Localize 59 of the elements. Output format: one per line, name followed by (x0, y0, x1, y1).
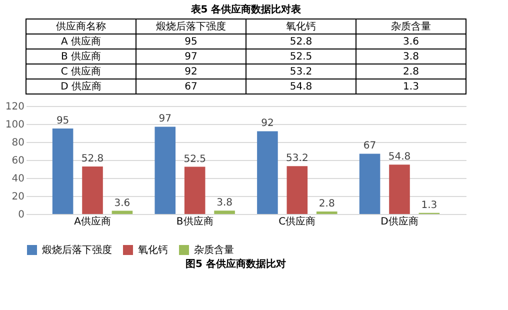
text: A 供应商 (60, 36, 102, 48)
y-tick-label: 100 (5, 120, 24, 130)
caption: 图5 各供应商数据比对 (185, 258, 286, 270)
x-tick-label: B供应商 (176, 216, 214, 228)
data-label: 3.8 (216, 198, 232, 209)
data-label: 52.8 (81, 153, 104, 164)
bar (154, 126, 176, 214)
y-tick-label: 0 (18, 210, 24, 220)
text: 95 (184, 36, 198, 48)
bar (286, 166, 308, 214)
bar (316, 211, 338, 214)
data-label: 97 (158, 114, 172, 125)
data-label: 3.6 (114, 198, 130, 209)
category-label: 供应商名称 (56, 20, 106, 32)
text: 1.3 (403, 82, 419, 92)
text: 97 (184, 52, 198, 62)
text: 52.5 (290, 52, 312, 62)
data-label: 53.2 (286, 153, 308, 164)
data-label: 54.8 (388, 152, 411, 163)
category-label: 杂质含量 (391, 20, 431, 32)
legend-label: 煅烧后落下强度 (42, 244, 112, 256)
data-label: 2.8 (318, 198, 335, 210)
text: 92 (184, 66, 198, 78)
y-tick-label: 60 (12, 156, 24, 166)
bar (184, 166, 206, 214)
text: 3.8 (403, 52, 419, 62)
y-tick-label: 80 (12, 138, 24, 148)
bar (82, 166, 103, 214)
y-tick-label: 20 (12, 192, 24, 202)
text: 53.2 (290, 66, 312, 78)
text: D 供应商 (60, 80, 102, 92)
data-label: 95 (56, 116, 70, 126)
bar (112, 210, 133, 214)
data-label: 1.3 (421, 200, 438, 211)
category-label: 氧化钙 (286, 20, 316, 32)
bar (359, 154, 380, 214)
text: 3.6 (403, 36, 419, 48)
legend-label: 杂质含量 (194, 244, 234, 256)
y-tick-label: 40 (12, 174, 24, 184)
text: B 供应商 (60, 50, 102, 62)
x-tick-label: D供应商 (380, 216, 418, 228)
category-label: 煅烧后落下强度 (156, 20, 226, 32)
y-tick-label: 120 (5, 102, 24, 112)
text: 52.8 (290, 36, 312, 48)
bar (214, 210, 235, 214)
text: 67 (184, 82, 198, 92)
data-label: 92 (261, 118, 274, 130)
data-label: 67 (363, 140, 376, 152)
x-tick-label: A供应商 (74, 216, 111, 228)
text: 表5 各供应商数据比对表 (190, 4, 302, 16)
bar (52, 128, 74, 214)
text: C 供应商 (60, 66, 102, 78)
text: 2.8 (403, 66, 419, 78)
bar (389, 164, 410, 214)
bar (257, 131, 278, 214)
text: 54.8 (290, 82, 312, 92)
data-label: 52.5 (184, 154, 206, 165)
x-tick-label: C供应商 (278, 216, 316, 228)
legend-label: 氧化钙 (138, 244, 168, 256)
